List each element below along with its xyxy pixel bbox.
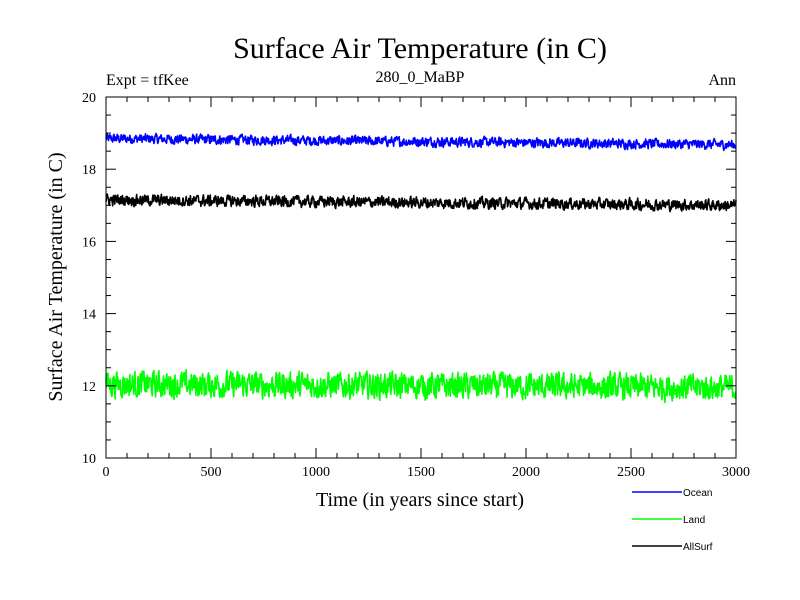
x-tick-label: 500 — [201, 465, 222, 480]
experiment-label: Expt = tfKee — [106, 72, 189, 89]
y-axis-label: Surface Air Temperature (in C) — [45, 152, 67, 401]
y-tick-label: 18 — [82, 163, 96, 178]
chart-subtitle: 280_0_MaBP — [376, 69, 465, 86]
legend-item-land: Land — [632, 515, 705, 526]
x-tick-label: 3000 — [722, 465, 750, 480]
legend: Ocean Land AllSurf — [632, 488, 713, 553]
series-land-line — [105, 368, 737, 404]
series-ocean-line — [105, 132, 737, 152]
x-tick-label: 0 — [103, 465, 110, 480]
x-tick-label: 1000 — [302, 465, 330, 480]
y-tick-label: 16 — [82, 235, 96, 250]
plot-frame — [105, 96, 737, 459]
x-axis-label: Time (in years since start) — [316, 489, 524, 511]
series-allsurf-line — [105, 193, 737, 213]
x-tick-label: 2500 — [617, 465, 645, 480]
x-tick-label: 2000 — [512, 465, 540, 480]
y-tick-label: 10 — [82, 452, 96, 467]
chart-title: Surface Air Temperature (in C) — [233, 32, 607, 65]
y-tick-label: 20 — [82, 91, 96, 106]
season-label: Ann — [708, 72, 736, 89]
ticks-layer: 0 500 1000 1500 2000 2500 3000 10 12 14 16 18 20 — [82, 91, 750, 480]
legend-label: Ocean — [683, 488, 712, 499]
legend-label: AllSurf — [683, 542, 713, 553]
legend-label: Land — [683, 515, 705, 526]
legend-item-allsurf: AllSurf — [632, 542, 713, 553]
x-tick-label: 1500 — [407, 465, 435, 480]
y-tick-label: 14 — [82, 308, 96, 323]
y-tick-label: 12 — [82, 380, 96, 395]
series-layer — [105, 132, 737, 404]
legend-item-ocean: Ocean — [632, 488, 712, 499]
